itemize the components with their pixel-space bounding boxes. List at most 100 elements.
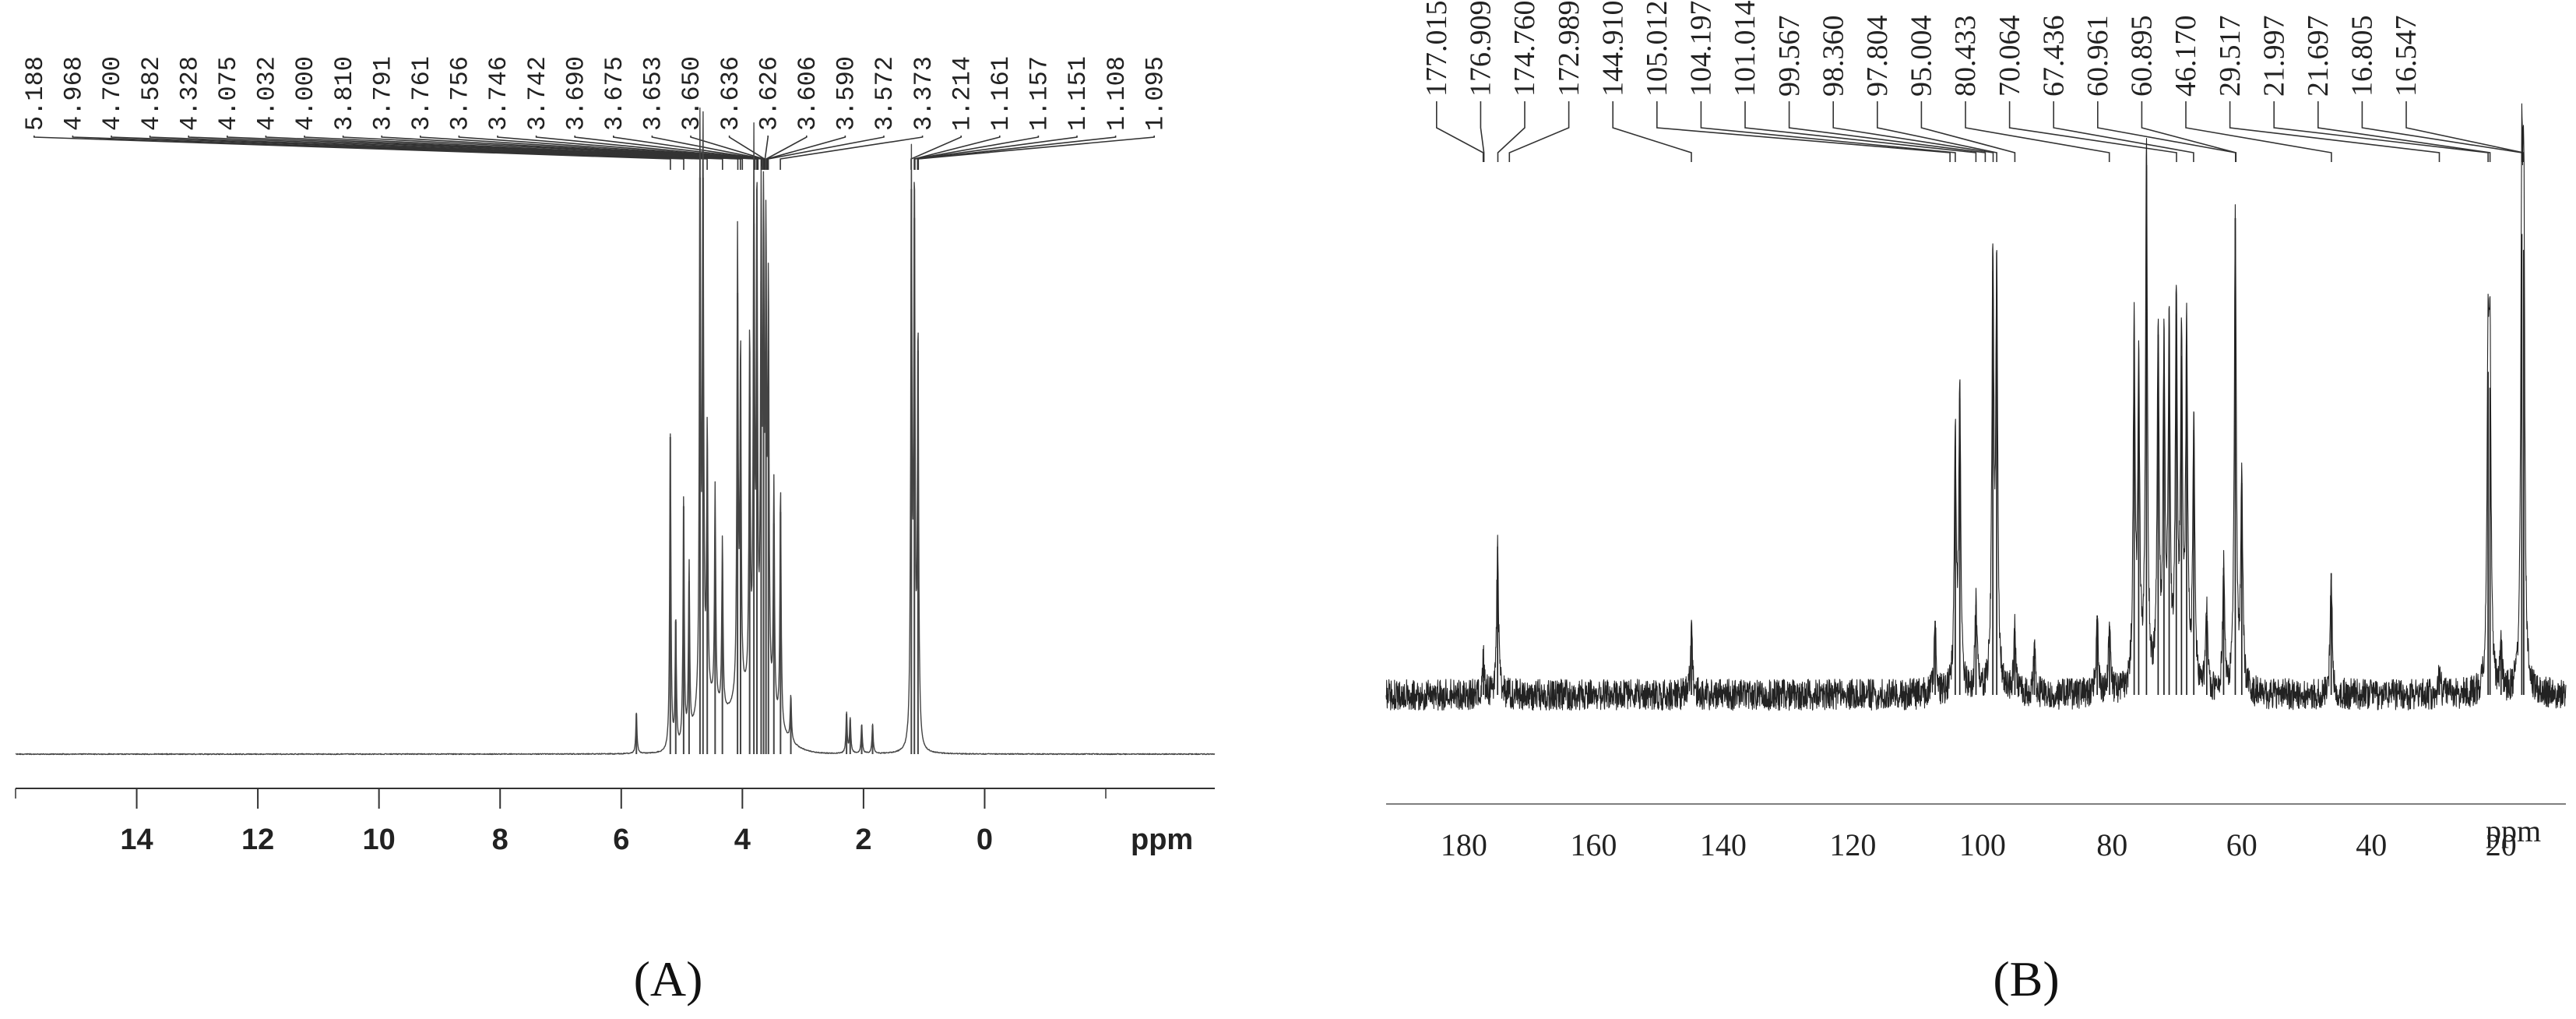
panel-a-peak-label: 3.761 bbox=[407, 56, 436, 131]
panel-a-peak-label: 3.636 bbox=[716, 56, 745, 131]
panel-b-peak-connector bbox=[1436, 101, 1484, 162]
panel-b-peak-label: 70.064 bbox=[1994, 16, 2026, 97]
panel-a-caption: (A) bbox=[634, 951, 703, 1007]
panel-b-peak-connector bbox=[1744, 101, 1977, 162]
panel-a-peak-connector bbox=[535, 136, 759, 170]
panel-b-peak-connector bbox=[2185, 101, 2332, 162]
panel-a-peak-connector bbox=[917, 136, 1155, 170]
panel-b-peak-connector bbox=[1480, 101, 1485, 162]
panel-b-caption: (B) bbox=[1993, 951, 2059, 1007]
panel-a-tick-label: 2 bbox=[855, 823, 871, 856]
panel-b-peak-label: 99.567 bbox=[1773, 16, 1806, 97]
panel-b-peak-connector bbox=[1788, 101, 1987, 162]
panel-a-tick-label: 12 bbox=[241, 823, 274, 856]
panel-b-peak-connector bbox=[2229, 101, 2441, 162]
panel-b-peak-label: 67.436 bbox=[2037, 16, 2070, 97]
panel-a-peak-connector bbox=[149, 136, 708, 170]
panel-a-peak-connector bbox=[917, 136, 1117, 170]
panel-b-peak-label: 176.909 bbox=[1465, 1, 1497, 97]
panel-b-peak-connector bbox=[2273, 101, 2489, 162]
panel-a-peak-label: 4.582 bbox=[137, 56, 166, 131]
panel-a-peak-label: 3.572 bbox=[871, 56, 899, 131]
panel-b-peak-labels: 177.015 176.909 174.760 172.989 144.910 105.0… bbox=[1420, 1, 2423, 97]
panel-a-tick-label: 6 bbox=[613, 823, 629, 856]
panel-a-peak-label: 4.700 bbox=[98, 56, 127, 131]
panel-b-tick-label: 160 bbox=[1570, 827, 1617, 862]
panel-b-x-ticks: 180 160 140 120 100 80 60 40 20 bbox=[1441, 827, 2517, 862]
panel-a-1h-nmr-spectrum: 5.188 4.968 4.700 4.582 4.328 4.075 4.032 4.000… bbox=[15, 56, 1216, 1007]
panel-a-peak-label: 3.606 bbox=[794, 56, 822, 131]
panel-a-peak-label: 4.000 bbox=[291, 56, 320, 131]
panel-a-peak-label: 3.791 bbox=[368, 56, 397, 131]
panel-b-tick-label: 120 bbox=[1829, 827, 1876, 862]
panel-a-peak-label: 4.032 bbox=[253, 56, 282, 131]
panel-a-peak-label: 3.653 bbox=[639, 56, 668, 131]
panel-a-peak-connector bbox=[690, 136, 765, 170]
panel-a-tick-label: 14 bbox=[120, 823, 153, 856]
panel-a-peak-label: 3.650 bbox=[677, 56, 706, 131]
panel-b-peak-label: 80.433 bbox=[1949, 16, 1982, 97]
panel-a-peak-label: 3.742 bbox=[523, 56, 552, 131]
panel-a-peak-connector bbox=[304, 136, 744, 170]
panel-a-peak-connector bbox=[767, 136, 885, 170]
panel-b-peak-label: 104.197 bbox=[1685, 1, 1718, 97]
panel-b-peak-connectors bbox=[1436, 101, 2525, 162]
panel-a-peak-label: 5.188 bbox=[21, 56, 50, 131]
panel-a-tick-label: 4 bbox=[734, 823, 751, 856]
panel-a-peak-connector bbox=[265, 136, 741, 170]
panel-b-peak-label: 95.004 bbox=[1906, 16, 1938, 97]
panel-b-peak-connector bbox=[2141, 101, 2237, 162]
panel-b-peak-connector bbox=[1965, 101, 2110, 162]
panel-b-peak-label: 29.517 bbox=[2214, 16, 2247, 97]
panel-a-peak-connector bbox=[188, 136, 723, 170]
panel-b-peak-connector bbox=[1497, 101, 1526, 162]
panel-a-peak-connector bbox=[612, 136, 763, 170]
panel-a-tick-label: 10 bbox=[363, 823, 396, 856]
panel-a-peak-label: 4.328 bbox=[175, 56, 204, 131]
panel-a-peak-connector bbox=[914, 136, 1078, 170]
panel-b-peak-label: 21.697 bbox=[2302, 16, 2335, 97]
panel-b-peak-label: 101.014 bbox=[1729, 1, 1761, 97]
panel-a-peak-label: 4.075 bbox=[214, 56, 243, 131]
panel-a-peak-labels: 5.188 4.968 4.700 4.582 4.328 4.075 4.032 4.000… bbox=[21, 56, 1170, 131]
panel-a-peak-connector bbox=[728, 136, 765, 170]
panel-b-tick-label: 60 bbox=[2226, 827, 2258, 862]
panel-a-peak-connector bbox=[381, 136, 756, 170]
panel-b-peak-label: 21.997 bbox=[2258, 16, 2290, 97]
panel-a-tick-label: 8 bbox=[492, 823, 509, 856]
panel-b-peak-label: 16.805 bbox=[2346, 16, 2379, 97]
panel-b-peak-connector bbox=[1508, 101, 1570, 162]
panel-a-peak-label: 1.157 bbox=[1026, 56, 1054, 131]
panel-a-x-axis-label: ppm bbox=[1131, 823, 1193, 856]
panel-b-peak-connector bbox=[2405, 101, 2525, 162]
panel-a-spectrum bbox=[15, 107, 1216, 756]
panel-b-peak-label: 174.760 bbox=[1508, 1, 1541, 97]
panel-a-peak-connector bbox=[765, 136, 808, 170]
panel-a-peak-label: 1.214 bbox=[948, 56, 977, 131]
panel-a-peak-label: 3.810 bbox=[330, 56, 359, 131]
panel-a-peak-label: 3.373 bbox=[910, 56, 938, 131]
panel-b-peak-label: 60.961 bbox=[2082, 16, 2114, 97]
panel-a-peak-label: 4.968 bbox=[60, 56, 89, 131]
panel-b-peak-connector bbox=[1612, 101, 1692, 162]
panel-a-tick-label: 0 bbox=[977, 823, 993, 856]
panel-b-peak-connector bbox=[1832, 101, 1994, 162]
panel-b-spectrum-trace bbox=[1385, 103, 2567, 711]
panel-a-peak-connector bbox=[33, 136, 671, 170]
panel-a-peak-connector bbox=[766, 136, 846, 170]
panel-b-peak-label: 98.360 bbox=[1817, 16, 1849, 97]
panel-a-peak-connectors bbox=[33, 136, 1155, 170]
panel-a-peak-connector bbox=[72, 136, 684, 170]
panel-b-peak-connector bbox=[1656, 101, 1951, 162]
panel-a-peak-label: 3.756 bbox=[446, 56, 475, 131]
panel-a-peak-label: 3.690 bbox=[561, 56, 590, 131]
panel-a-x-ticks: 14 12 10 8 6 4 2 0 bbox=[15, 788, 1107, 856]
panel-b-tick-label: 140 bbox=[1700, 827, 1747, 862]
panel-a-peak-label: 1.151 bbox=[1064, 56, 1093, 131]
panel-a-peak-label: 1.161 bbox=[987, 56, 1015, 131]
panel-b-peak-label: 144.910 bbox=[1596, 1, 1629, 97]
panel-b-peak-label: 46.170 bbox=[2170, 16, 2202, 97]
panel-b-tick-label: 100 bbox=[1959, 827, 2006, 862]
panel-b-peak-connector bbox=[1920, 101, 2016, 162]
